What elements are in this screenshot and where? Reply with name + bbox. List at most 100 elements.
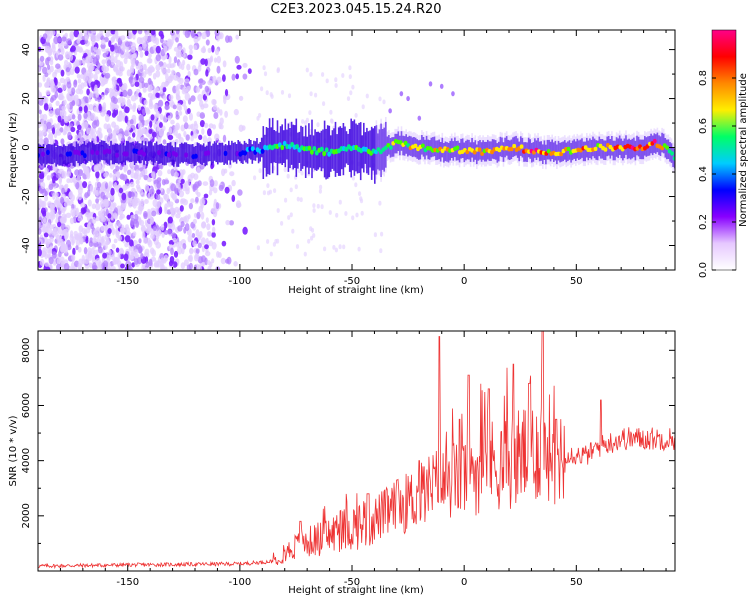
- colorbar-ticks: 0.0 0.2 0.4 0.6 0.8: [698, 70, 736, 278]
- ridge-band: [160, 143, 163, 164]
- noise-speckle: [140, 170, 145, 178]
- noise-speckle: [196, 191, 201, 198]
- ridge-band: [557, 140, 560, 161]
- noise-speckle: [140, 253, 144, 260]
- noise-speckle: [310, 235, 314, 241]
- noise-speckle: [100, 191, 106, 199]
- noise-speckle: [216, 76, 222, 84]
- noise-speckle: [128, 31, 133, 40]
- noise-speckle: [119, 247, 124, 255]
- noise-speckle: [160, 33, 165, 40]
- noise-speckle: [80, 39, 86, 45]
- ridge-band: [107, 144, 109, 164]
- noise-speckle: [113, 182, 118, 190]
- noise-speckle: [361, 104, 365, 110]
- noise-speckle: [159, 88, 164, 95]
- noise-speckle: [58, 250, 62, 258]
- noise-speckle: [78, 47, 84, 53]
- noise-speckle: [170, 30, 175, 36]
- noise-speckle: [107, 127, 112, 135]
- ridge-band: [600, 139, 602, 159]
- noise-speckle: [42, 226, 48, 233]
- ridge-band: [188, 144, 191, 164]
- noise-speckle: [95, 198, 99, 204]
- ridge-halo: [443, 138, 445, 168]
- ridge-band: [474, 140, 477, 160]
- noise-speckle: [192, 185, 196, 192]
- noise-speckle: [94, 79, 99, 85]
- noise-speckle: [126, 46, 130, 52]
- noise-speckle: [233, 261, 238, 267]
- noise-speckle: [54, 77, 58, 86]
- noise-speckle: [76, 38, 81, 44]
- ridge-band: [457, 140, 459, 161]
- noise-speckle: [182, 216, 187, 222]
- noise-speckle: [90, 81, 96, 88]
- noise-speckle: [55, 63, 61, 69]
- noise-speckle: [309, 91, 313, 97]
- noise-speckle: [157, 99, 164, 107]
- noise-speckle: [67, 95, 72, 102]
- ridge-core: [68, 151, 72, 157]
- noise-speckle: [142, 71, 147, 78]
- noise-speckle: [138, 246, 143, 254]
- noise-speckle: [151, 210, 157, 217]
- noise-speckle: [115, 165, 120, 172]
- noise-speckle: [104, 114, 110, 123]
- ridge-band: [108, 145, 111, 166]
- noise-speckle: [137, 127, 142, 136]
- noise-speckle: [75, 181, 80, 190]
- noise-speckle: [168, 56, 172, 64]
- noise-speckle: [92, 238, 98, 244]
- noise-speckle: [107, 135, 111, 143]
- noise-speckle: [129, 162, 136, 169]
- noise-speckle: [59, 77, 65, 84]
- snr-y-axis-title: SNR (10 * v/v): [8, 415, 19, 486]
- noise-speckle: [77, 263, 83, 270]
- noise-speckle: [195, 248, 200, 254]
- noise-speckle: [83, 81, 88, 87]
- noise-speckle: [67, 114, 72, 120]
- noise-speckle: [148, 258, 153, 267]
- noise-speckle: [266, 239, 270, 244]
- noise-speckle: [131, 262, 135, 268]
- noise-speckle: [116, 220, 121, 227]
- noise-speckle: [38, 82, 43, 88]
- noise-speckle: [201, 128, 205, 135]
- noise-speckle: [95, 189, 99, 197]
- ridge-band: [265, 127, 268, 177]
- noise-speckle: [80, 202, 86, 208]
- noise-speckle: [207, 80, 213, 86]
- noise-speckle: [300, 170, 304, 176]
- ridge-halo: [614, 135, 616, 166]
- noise-speckle: [163, 94, 167, 101]
- ridge-core: [386, 143, 391, 148]
- ridge-core: [519, 144, 524, 149]
- noise-speckle: [205, 217, 209, 224]
- noise-speckle: [266, 183, 270, 189]
- noise-speckle: [320, 204, 324, 210]
- ridge-core: [477, 147, 482, 152]
- ridge-band: [267, 128, 269, 175]
- noise-speckle: [142, 237, 148, 244]
- noise-speckle: [130, 64, 134, 73]
- noise-speckle: [73, 30, 80, 38]
- colorbar-tick-label: 0.0: [698, 262, 709, 278]
- ridge-core: [509, 146, 514, 152]
- noise-speckle: [212, 226, 216, 233]
- noise-speckle: [146, 177, 152, 183]
- noise-speckle: [59, 196, 65, 204]
- noise-speckle: [96, 33, 101, 40]
- noise-speckle: [48, 256, 54, 265]
- noise-speckle: [45, 266, 51, 270]
- ridge-band: [237, 140, 239, 160]
- colorbar-tick-label: 0.4: [698, 166, 709, 182]
- noise-speckle: [209, 57, 213, 63]
- noise-speckle: [110, 265, 116, 270]
- noise-speckle: [146, 35, 153, 43]
- noise-speckle: [132, 132, 136, 138]
- ridge-core: [421, 143, 425, 148]
- noise-speckle: [43, 96, 49, 104]
- noise-speckle: [118, 187, 124, 194]
- noise-speckle: [187, 174, 193, 183]
